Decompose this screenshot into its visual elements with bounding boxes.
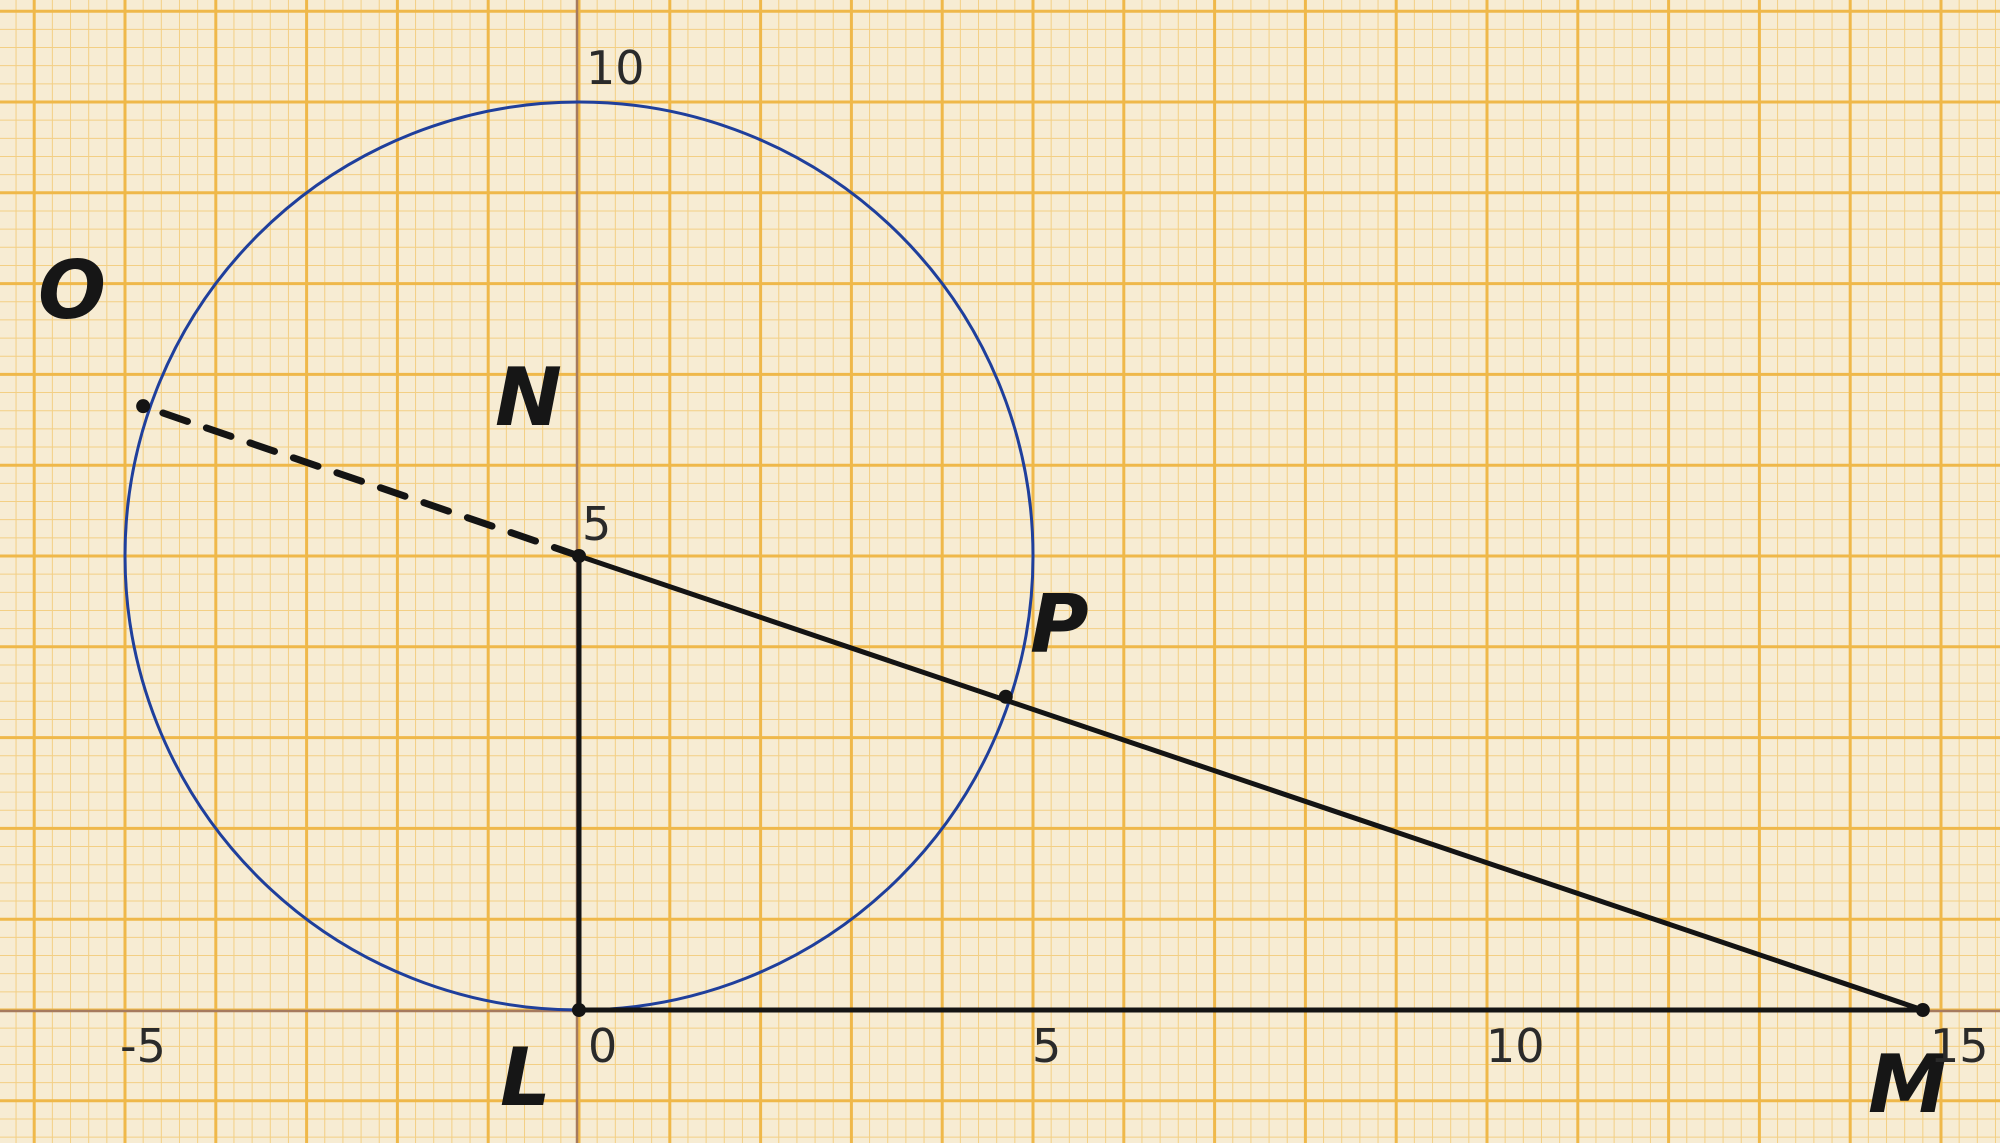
segment-nm (576, 553, 1926, 1013)
point-o-label: O (38, 244, 106, 337)
point-m-dot (1915, 1003, 1930, 1017)
segment-no-dashed (139, 402, 583, 560)
point-l-dot (572, 1003, 586, 1017)
point-p-dot (998, 689, 1013, 704)
x-tick-label-15: 15 (1930, 1019, 1989, 1073)
y-tick-label-10: 10 (586, 41, 645, 95)
y-tick-label-5: 5 (582, 497, 611, 551)
point-n-label: N (495, 351, 562, 444)
x-tick-label-5: 5 (1032, 1019, 1061, 1073)
point-l-label: L (500, 1031, 551, 1124)
point-m-label: M (1868, 1038, 1948, 1131)
x-tick-label-neg5: -5 (120, 1019, 166, 1073)
x-tick-label-10: 10 (1486, 1019, 1545, 1073)
point-o-dot (136, 399, 151, 414)
point-p-label: P (1030, 578, 1089, 671)
x-tick-label-0: 0 (588, 1019, 617, 1073)
point-n-dot (572, 549, 586, 563)
